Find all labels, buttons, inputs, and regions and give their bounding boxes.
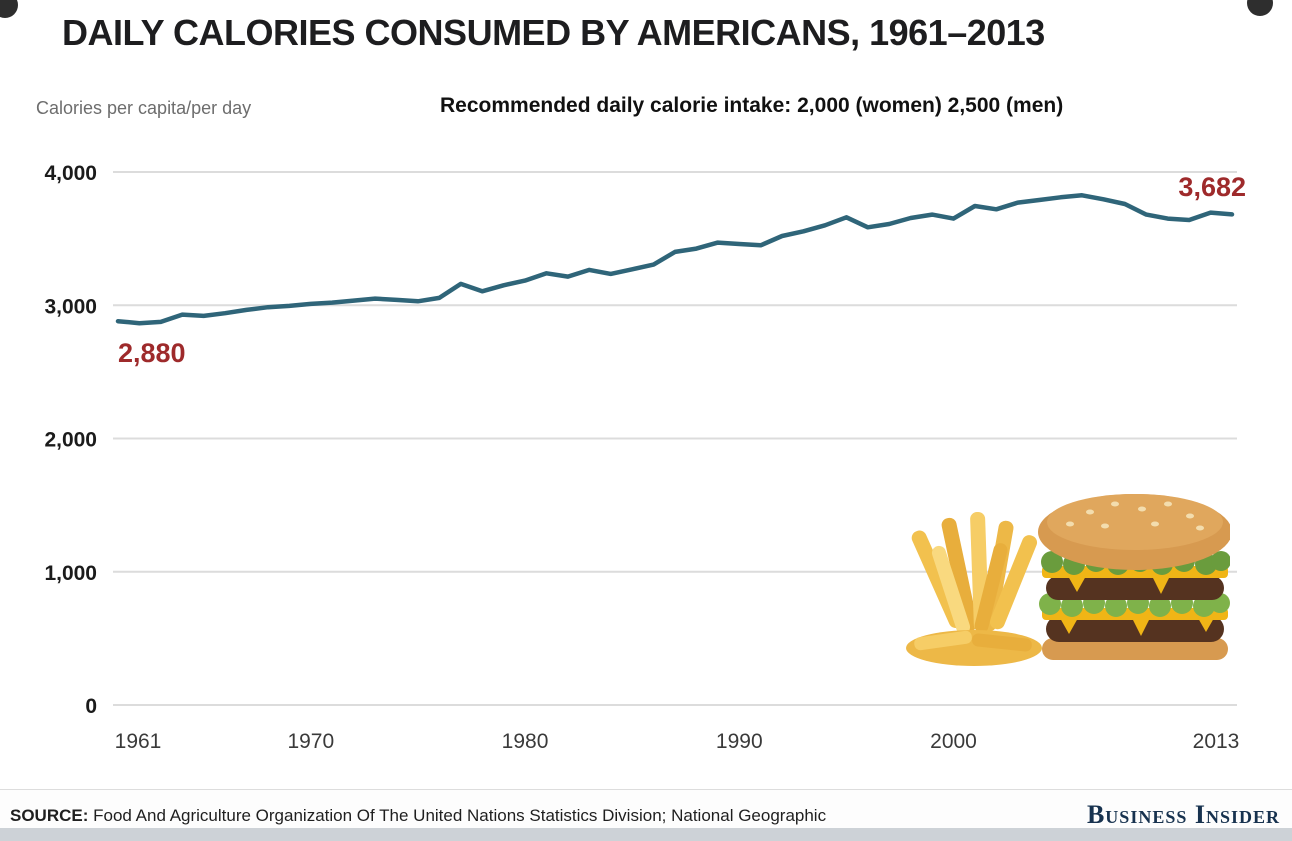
footer-divider xyxy=(0,789,1292,790)
burger-icon xyxy=(1038,494,1230,660)
start-value-label: 2,880 xyxy=(118,338,186,368)
source-credit: SOURCE: Food And Agriculture Organizatio… xyxy=(10,806,826,826)
source-text: Food And Agriculture Organization Of The… xyxy=(88,806,827,825)
x-axis-tick-label: 2013 xyxy=(1193,730,1240,753)
fries-icon xyxy=(906,511,1042,666)
x-axis-tick-label: 1980 xyxy=(502,730,549,753)
y-axis-unit-label: Calories per capita/per day xyxy=(36,98,252,118)
screen-corner-dot-right xyxy=(1247,0,1273,16)
x-axis-tick-label: 2000 xyxy=(930,730,977,753)
y-axis-tick-label: 2,000 xyxy=(44,429,97,452)
chart-title: DAILY CALORIES CONSUMED BY AMERICANS, 19… xyxy=(62,12,1045,53)
end-value-label: 3,682 xyxy=(1178,172,1246,202)
business-insider-logo: Business Insider xyxy=(1086,800,1280,829)
x-axis-tick-label: 1990 xyxy=(716,730,763,753)
x-axis-tick-label: 1970 xyxy=(287,730,334,753)
footer: SOURCE: Food And Agriculture Organizatio… xyxy=(0,790,1292,829)
y-axis-tick-label: 1,000 xyxy=(44,562,97,585)
burger-and-fries-image xyxy=(906,494,1230,666)
recommended-intake-note: Recommended daily calorie intake: 2,000 … xyxy=(440,94,1064,117)
y-axis-tick-label: 3,000 xyxy=(44,295,97,318)
source-label: SOURCE: xyxy=(10,806,89,825)
y-axis-tick-label: 0 xyxy=(85,695,97,718)
y-axis-tick-label: 4,000 xyxy=(44,162,97,185)
calories-line-series xyxy=(115,193,1235,326)
screen-corner-dot-left xyxy=(0,0,18,18)
x-axis-tick-label: 1961 xyxy=(115,730,162,753)
bottom-edge-strip xyxy=(0,828,1292,841)
